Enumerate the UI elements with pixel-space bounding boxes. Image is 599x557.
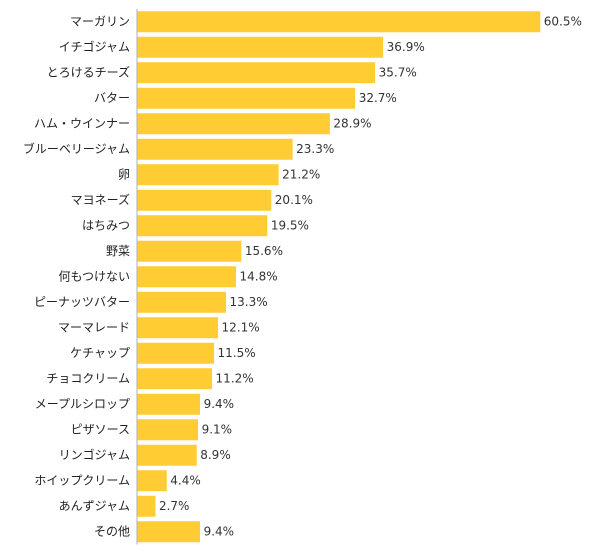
bar (137, 470, 167, 492)
bar (137, 11, 541, 33)
category-label: あんずジャム (59, 499, 130, 513)
category-label: マーガリン (70, 14, 130, 28)
value-label: 23.3% (296, 142, 334, 156)
bar (137, 36, 384, 58)
value-label: 9.4% (204, 524, 235, 538)
value-label: 15.6% (245, 244, 283, 258)
category-label: イチゴジャム (59, 39, 130, 54)
value-label: 35.7% (379, 65, 417, 79)
category-label: 卵 (118, 167, 130, 181)
value-label: 14.8% (240, 269, 278, 283)
bar (137, 368, 213, 390)
category-label: ピザソース (71, 422, 130, 436)
bar (137, 240, 242, 262)
value-label: 2.7% (159, 499, 190, 513)
value-label: 11.5% (218, 346, 256, 360)
category-label: ピーナッツバター (34, 295, 130, 309)
value-label: 20.1% (275, 193, 313, 207)
category-label: チョコクリーム (46, 371, 130, 385)
bar (137, 393, 201, 415)
bar (137, 113, 330, 135)
category-label: その他 (94, 524, 130, 538)
category-label: バター (94, 91, 130, 105)
category-label: マヨネーズ (71, 192, 130, 207)
bar (137, 138, 293, 160)
bar (137, 164, 279, 186)
category-label: リンゴジャム (59, 447, 130, 462)
category-label: 何もつけない (58, 269, 130, 283)
value-label: 36.9% (387, 40, 425, 54)
value-label: 4.4% (170, 473, 201, 487)
category-label: ハム・ウインナー (34, 116, 130, 130)
value-label: 12.1% (222, 320, 260, 334)
category-label: ブルーベリージャム (23, 141, 130, 156)
value-label: 60.5% (544, 14, 582, 28)
bar (137, 291, 227, 313)
value-label: 32.7% (359, 91, 397, 105)
value-label: 28.9% (333, 116, 371, 130)
category-label: 野菜 (106, 244, 130, 258)
category-label: とろけるチーズ (47, 64, 130, 79)
value-label: 21.2% (282, 167, 320, 181)
value-label: 11.2% (216, 371, 254, 385)
value-label: 9.4% (204, 397, 235, 411)
bar (137, 87, 356, 109)
category-label: メープルシロップ (35, 397, 130, 411)
value-label: 13.3% (230, 295, 268, 309)
bar (137, 215, 268, 237)
value-label: 8.9% (200, 448, 231, 462)
category-label: はちみつ (82, 218, 130, 232)
value-label: 9.1% (202, 422, 233, 436)
bar (137, 419, 199, 441)
value-label: 19.5% (271, 218, 309, 232)
bar (137, 444, 197, 466)
bar (137, 266, 237, 288)
bar (137, 521, 201, 543)
bar (137, 495, 156, 517)
category-label: ケチャップ (70, 346, 130, 360)
bar (137, 62, 376, 84)
bar (137, 317, 219, 339)
category-label: ホイップクリーム (34, 473, 130, 487)
bar (137, 342, 215, 364)
bar (137, 189, 272, 211)
category-label: マーマレード (58, 320, 130, 334)
